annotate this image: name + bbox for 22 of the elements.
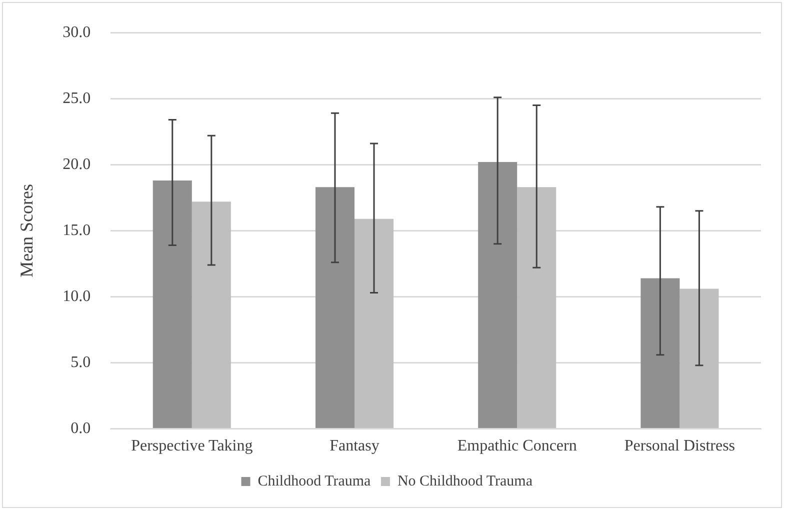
y-axis-title: Mean Scores — [16, 184, 37, 278]
y-tick-label: 10.0 — [62, 288, 91, 305]
y-tick-label: 25.0 — [62, 90, 91, 107]
y-tick-label: 15.0 — [62, 222, 91, 239]
bar — [152, 180, 192, 428]
y-tick-label: 30.0 — [62, 24, 91, 41]
legend-label: Childhood Trauma — [258, 473, 372, 490]
legend-label: No Childhood Trauma — [397, 473, 533, 490]
x-tick-label: Empathic Concern — [457, 438, 577, 455]
bar — [640, 278, 680, 428]
x-tick-label: Personal Distress — [624, 438, 736, 455]
bar — [517, 187, 556, 428]
y-tick-label: 0.0 — [70, 420, 91, 438]
x-tick-label: Fantasy — [330, 438, 380, 455]
bar — [192, 202, 231, 428]
bar — [478, 162, 518, 428]
x-tick-label: Perspective Taking — [131, 438, 253, 455]
bar — [354, 218, 394, 428]
y-tick-label: 5.0 — [70, 354, 91, 371]
bar — [315, 187, 354, 428]
y-tick-label: 20.0 — [62, 156, 91, 173]
bar — [680, 288, 719, 428]
